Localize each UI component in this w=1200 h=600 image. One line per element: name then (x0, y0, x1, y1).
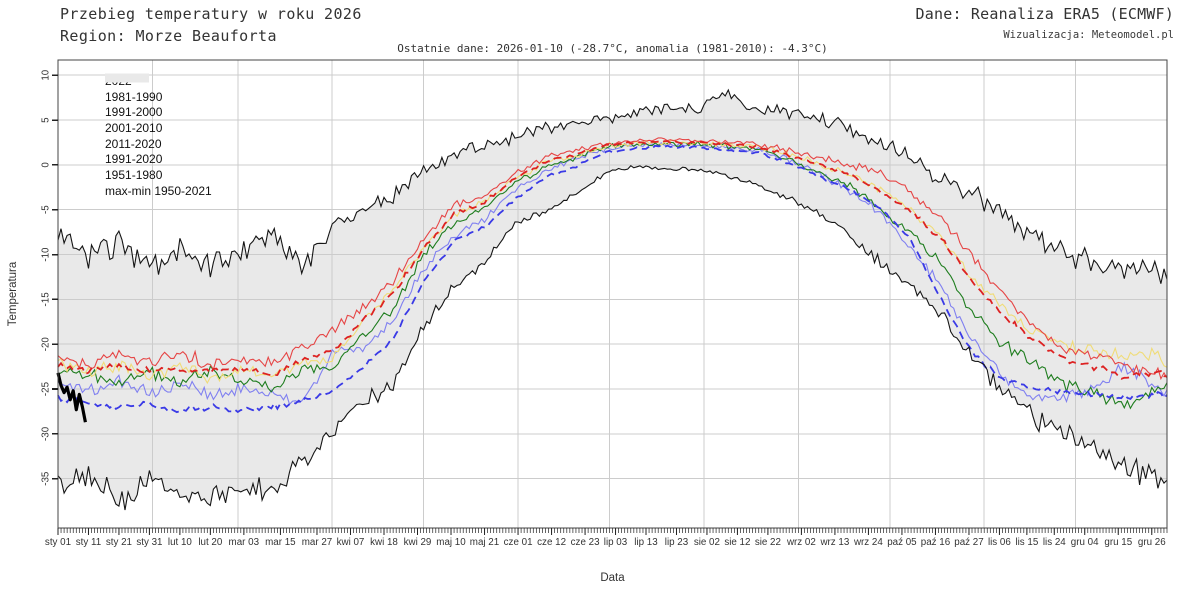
x-tick-label: lip 03 (604, 537, 628, 548)
y-tick-label: -10 (41, 247, 52, 262)
legend-item: 1991-2000 (105, 77, 212, 120)
x-tick-label: lis 06 (988, 537, 1011, 548)
series-line-2011-2020 (57, 137, 1168, 381)
series-line-current-year (56, 372, 87, 423)
x-tick-label: sty 31 (136, 537, 162, 548)
y-tick-label: 5 (41, 117, 52, 123)
x-tick-label: sie 02 (694, 537, 720, 548)
legend-label: 2001-2010 (105, 120, 163, 135)
y-tick-label: -5 (41, 205, 52, 214)
y-tick-label: -35 (41, 471, 52, 486)
legend-item: 1991-2020 (105, 76, 212, 167)
x-tick-label: sty 01 (45, 537, 71, 548)
x-tick-label: paź 27 (954, 537, 983, 548)
chart-legend: 20221981-19901991-20002001-20102011-2020… (105, 73, 212, 199)
x-tick-label: mar 03 (229, 537, 260, 548)
x-tick-label: gru 26 (1138, 537, 1166, 548)
x-tick-label: kwi 07 (337, 537, 365, 548)
x-tick-label: lis 24 (1043, 537, 1066, 548)
y-axis-ticks: 10 5 0 -5 -10 -15 -20 -25 -30 -35 (41, 69, 58, 486)
max-line (57, 88, 1168, 284)
x-axis-label: Data (600, 572, 625, 584)
x-tick-label: wrz 13 (819, 537, 849, 548)
x-tick-label: wrz 02 (786, 537, 816, 548)
series-line-1991-2000 (57, 140, 1168, 410)
visualization-credit: Wizualizacja: Meteomodel.pl (1003, 29, 1174, 41)
legend-item: max-min 1950-2021 (105, 73, 212, 199)
x-tick-label: gru 15 (1104, 537, 1132, 548)
series-line-1981-1990 (57, 142, 1168, 406)
x-tick-label: mar 27 (302, 537, 333, 548)
x-tick-label: cze 12 (537, 537, 566, 548)
y-tick-label: 10 (41, 69, 52, 80)
y-axis-label: Temperatura (7, 261, 19, 326)
x-tick-label: paź 05 (887, 537, 917, 548)
chart-title: Przebieg temperatury w roku 2026 (60, 5, 362, 23)
x-tick-label: paź 16 (921, 537, 951, 548)
x-tick-label: mar 15 (265, 537, 296, 548)
series-line-1991-2020 (57, 139, 1168, 380)
x-tick-label: sty 11 (76, 537, 101, 548)
legend-label: max-min 1950-2021 (105, 183, 212, 198)
x-tick-label: sty 21 (106, 537, 132, 548)
y-tick-label: -30 (41, 426, 52, 441)
y-tick-label: -25 (41, 381, 52, 396)
y-tick-label: -15 (41, 292, 52, 307)
x-tick-label: wrz 24 (853, 537, 883, 548)
x-tick-label: lut 10 (168, 537, 193, 548)
axis-titles: Temperatura Data (7, 261, 625, 584)
chart-region: Region: Morze Beauforta (60, 27, 277, 45)
last-data-subtitle: Ostatnie dane: 2026-01-10 (-28.7°C, anom… (397, 42, 828, 55)
x-tick-label: lip 13 (634, 537, 658, 548)
legend-label: 2011-2020 (105, 136, 162, 151)
x-tick-label: gru 04 (1071, 537, 1099, 548)
x-tick-label: sie 22 (755, 537, 781, 548)
legend-label: 1981-1990 (105, 89, 163, 104)
x-tick-label: maj 21 (470, 537, 499, 548)
legend-item: 2011-2020 (105, 77, 212, 152)
min-line (57, 164, 1168, 511)
max-min-band (58, 90, 1167, 510)
x-tick-label: cze 01 (504, 537, 533, 548)
series-line-1951-1980 (57, 144, 1168, 414)
envelope-lines (57, 88, 1168, 511)
x-tick-label: lip 23 (665, 537, 689, 548)
x-tick-label: lis 15 (1015, 537, 1038, 548)
legend-label: 1991-2000 (105, 105, 163, 120)
y-tick-label: 0 (41, 162, 52, 168)
x-tick-label: lut 20 (198, 537, 223, 548)
x-tick-label: kwi 29 (404, 537, 432, 548)
x-tick-label: maj 10 (436, 537, 466, 548)
legend-label: 1951-1980 (105, 167, 163, 182)
legend-label: 1991-2020 (105, 152, 163, 167)
x-tick-label: cze 23 (571, 537, 600, 548)
legend-item: 1951-1980 (105, 76, 212, 183)
x-tick-label: sie 12 (724, 537, 750, 548)
legend-band-swatch (105, 73, 149, 83)
series-lines (57, 137, 1168, 414)
x-tick-label: kwi 18 (370, 537, 398, 548)
legend-item: 1981-1990 (105, 77, 212, 105)
legend-item: 2001-2010 (105, 77, 212, 136)
x-axis-ticks: sty 01 sty 11 sty 21 sty 31 lut 10 lut 20 mar … (45, 528, 1168, 548)
data-source: Dane: Reanaliza ERA5 (ECMWF) (915, 5, 1174, 23)
y-tick-label: -20 (41, 337, 52, 352)
